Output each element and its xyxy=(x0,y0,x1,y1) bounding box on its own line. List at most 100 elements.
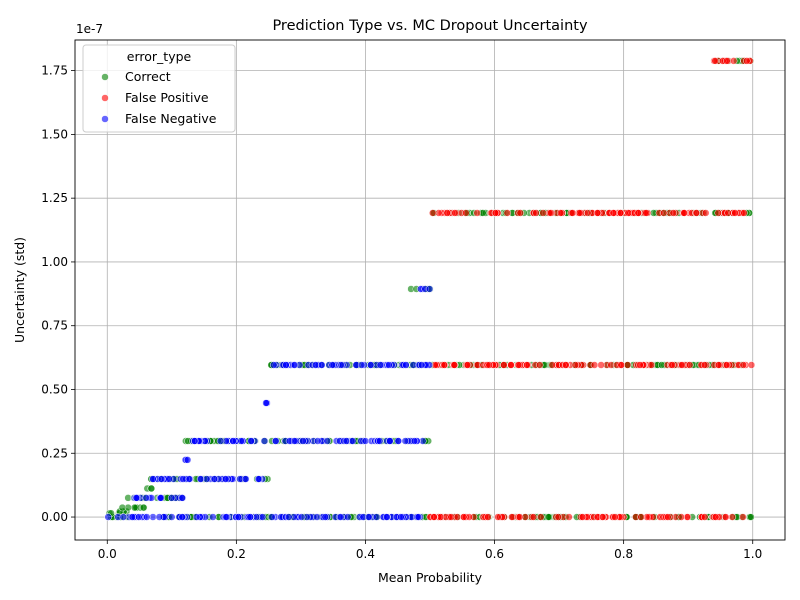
point-false-negative xyxy=(155,513,164,521)
point-false-positive xyxy=(508,513,516,521)
point-false-positive xyxy=(443,209,451,217)
point-correct xyxy=(747,513,755,521)
point-false-positive xyxy=(554,513,563,521)
point-false-positive xyxy=(494,513,502,521)
point-correct xyxy=(139,503,148,512)
point-false-positive xyxy=(430,513,438,521)
point-false-positive xyxy=(491,209,500,217)
point-false-positive xyxy=(539,209,547,217)
point-false-positive xyxy=(711,513,720,521)
point-false-positive xyxy=(636,361,644,369)
point-false-positive xyxy=(701,209,710,217)
point-false-positive xyxy=(440,361,449,369)
point-false-negative xyxy=(237,437,245,445)
point-false-positive xyxy=(583,209,592,217)
y-tick-label: 1.25 xyxy=(41,191,68,205)
point-false-positive xyxy=(516,209,525,217)
point-false-positive xyxy=(660,209,668,217)
point-false-negative xyxy=(348,437,357,445)
point-false-positive xyxy=(678,361,686,369)
point-false-negative xyxy=(183,456,192,464)
point-false-negative xyxy=(299,437,307,445)
point-false-negative xyxy=(216,437,225,445)
point-false-positive xyxy=(611,513,619,521)
point-false-negative xyxy=(246,513,254,521)
point-false-positive xyxy=(565,513,573,521)
point-false-negative xyxy=(386,437,394,445)
point-false-positive xyxy=(568,209,577,217)
point-false-negative xyxy=(376,437,384,445)
point-false-negative xyxy=(342,437,351,445)
x-axis-ticks: 0.0 0.2 0.4 0.6 0.8 1.0 xyxy=(98,540,762,561)
point-correct xyxy=(118,503,127,512)
point-false-negative xyxy=(402,361,410,369)
point-false-positive xyxy=(724,209,732,217)
point-false-negative xyxy=(271,437,280,445)
point-false-negative xyxy=(417,361,426,369)
point-false-positive xyxy=(668,361,676,369)
point-false-negative xyxy=(209,513,217,521)
x-tick-label: 0.2 xyxy=(227,547,246,561)
point-false-negative xyxy=(328,361,336,369)
point-false-positive xyxy=(642,209,650,217)
point-false-negative xyxy=(202,475,211,483)
point-false-positive xyxy=(731,209,739,217)
point-false-positive xyxy=(485,361,493,369)
point-false-negative xyxy=(157,475,166,483)
point-false-negative xyxy=(135,513,143,521)
point-false-negative xyxy=(269,361,278,369)
point-false-negative xyxy=(258,513,267,521)
point-false-negative xyxy=(241,475,250,483)
point-false-negative xyxy=(344,513,352,521)
point-false-negative xyxy=(222,513,231,521)
point-false-positive xyxy=(739,513,747,521)
point-false-negative xyxy=(221,475,230,483)
point-false-positive xyxy=(561,361,570,369)
point-false-positive xyxy=(747,361,756,369)
point-false-negative xyxy=(178,494,186,502)
point-false-negative xyxy=(382,513,391,521)
point-false-positive xyxy=(714,361,723,369)
point-false-negative xyxy=(247,437,255,445)
point-false-negative xyxy=(260,437,269,445)
point-false-positive xyxy=(556,209,565,217)
point-false-positive xyxy=(685,361,694,369)
point-false-positive xyxy=(714,209,722,217)
point-false-negative xyxy=(385,361,393,369)
point-false-positive xyxy=(624,209,633,217)
point-false-positive xyxy=(598,513,607,521)
point-false-negative xyxy=(128,513,137,521)
point-correct xyxy=(544,513,553,521)
point-false-negative xyxy=(268,513,276,521)
point-false-negative xyxy=(285,513,293,521)
legend-label-false-negative: False Negative xyxy=(125,111,217,126)
legend-label-correct: Correct xyxy=(125,69,171,84)
point-false-negative xyxy=(318,361,326,369)
legend: error_type Correct False Positive False … xyxy=(82,44,236,133)
point-false-positive xyxy=(593,209,602,217)
point-false-negative xyxy=(165,475,173,483)
point-false-positive xyxy=(453,513,462,521)
point-false-positive xyxy=(450,361,459,369)
point-false-negative xyxy=(361,437,370,445)
point-false-positive xyxy=(597,361,605,369)
point-false-negative xyxy=(321,513,330,521)
legend-title: error_type xyxy=(127,49,192,64)
point-false-negative xyxy=(229,437,237,445)
point-false-positive xyxy=(515,513,524,521)
point-false-positive xyxy=(680,209,689,217)
point-false-negative xyxy=(376,361,385,369)
point-false-negative xyxy=(234,513,243,521)
x-tick-label: 0.4 xyxy=(356,547,375,561)
point-false-negative xyxy=(210,475,219,483)
point-false-positive xyxy=(429,209,437,217)
point-false-positive xyxy=(634,209,642,217)
y-tick-label: 1.50 xyxy=(41,127,68,141)
x-tick-label: 0.0 xyxy=(98,547,117,561)
point-false-positive xyxy=(723,57,731,65)
y-tick-label: 1.75 xyxy=(41,64,68,78)
point-false-negative xyxy=(282,361,290,369)
point-false-positive xyxy=(616,209,625,217)
point-false-negative xyxy=(357,361,366,369)
